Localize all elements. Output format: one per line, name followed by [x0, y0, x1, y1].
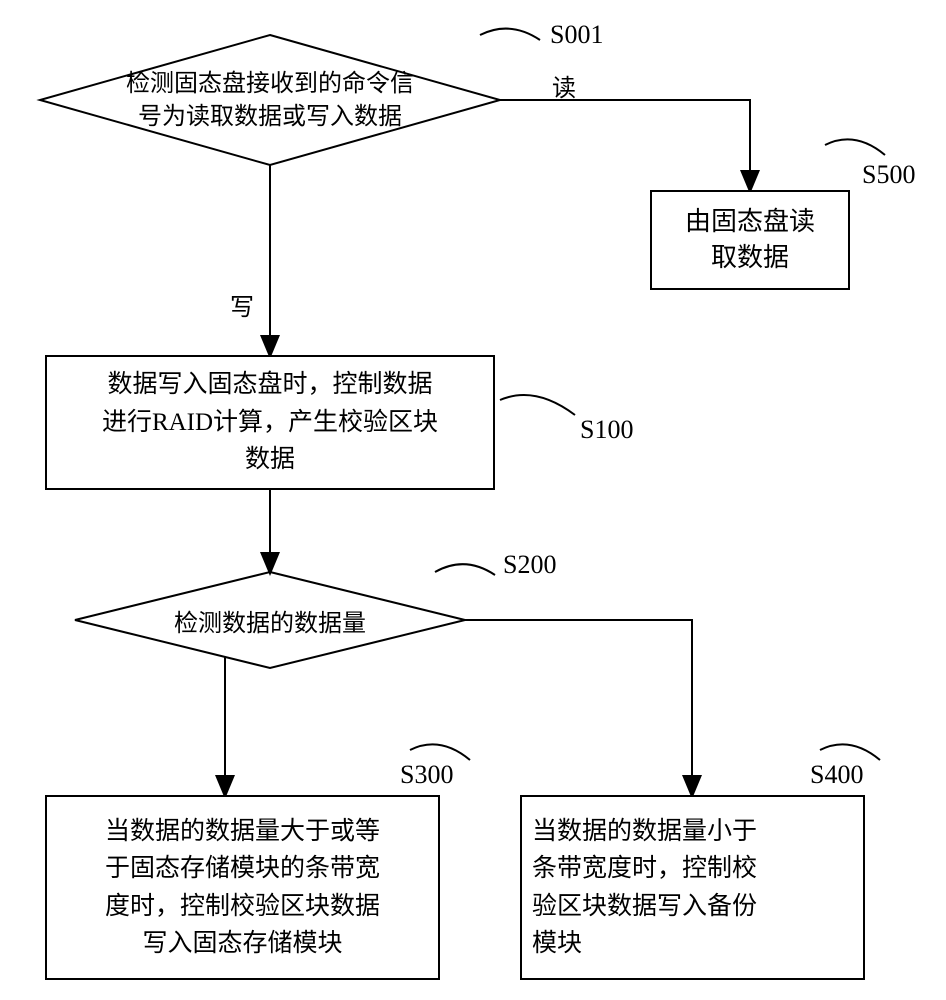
decision-s001-text: 检测固态盘接收到的命令信号为读取数据或写入数据	[120, 68, 420, 133]
label-curve-s400	[820, 744, 880, 760]
process-s500-text: 由固态盘读取数据	[685, 204, 815, 277]
edge-label-read: 读	[552, 68, 576, 103]
label-curve-s001	[480, 29, 540, 40]
step-label-s100: S100	[580, 415, 633, 445]
step-label-s300: S300	[400, 760, 453, 790]
label-curve-s500	[825, 139, 885, 155]
label-curve-s200	[435, 564, 495, 575]
step-label-s400: S400	[810, 760, 863, 790]
process-s300: 当数据的数据量大于或等于固态存储模块的条带宽度时，控制校验区块数据写入固态存储模…	[45, 795, 440, 980]
process-s100: 数据写入固态盘时，控制数据进行RAID计算，产生校验区块数据	[45, 355, 495, 490]
process-s400: 当数据的数据量小于条带宽度时，控制校验区块数据写入备份模块	[520, 795, 865, 980]
step-label-s200: S200	[503, 550, 556, 580]
label-curve-s100	[500, 395, 575, 415]
edge-s001-s500	[500, 100, 750, 190]
process-s300-text: 当数据的数据量大于或等于固态存储模块的条带宽度时，控制校验区块数据写入固态存储模…	[105, 813, 380, 963]
decision-s200-text: 检测数据的数据量	[150, 605, 390, 635]
edge-label-write: 写	[230, 287, 254, 322]
process-s100-text: 数据写入固态盘时，控制数据进行RAID计算，产生校验区块数据	[102, 366, 438, 479]
label-curve-s300	[410, 744, 470, 760]
step-label-s001: S001	[550, 20, 603, 50]
edge-s200-s400	[465, 620, 692, 795]
process-s400-text: 当数据的数据量小于条带宽度时，控制校验区块数据写入备份模块	[532, 813, 757, 963]
step-label-s500: S500	[862, 160, 915, 190]
process-s500: 由固态盘读取数据	[650, 190, 850, 290]
